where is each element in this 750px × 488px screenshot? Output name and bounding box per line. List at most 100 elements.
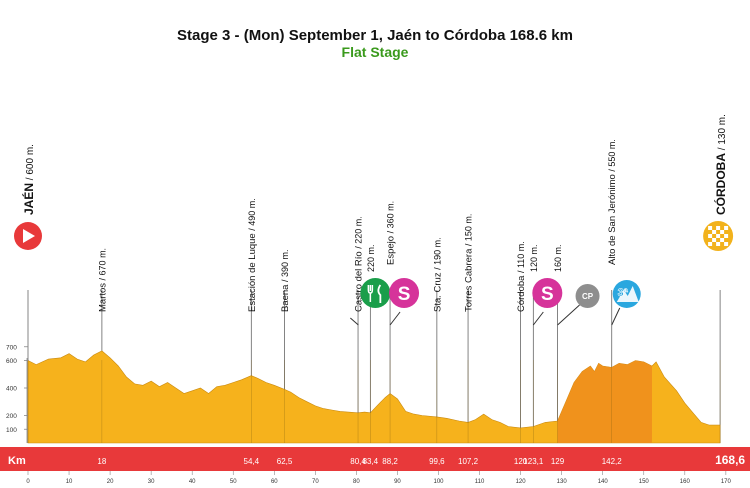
- place-labels: JAÉN / 600 m. Martos / 670 m. Estación de …: [21, 114, 728, 312]
- distance-tick-label: 120: [516, 479, 527, 485]
- climb-pointer: [611, 307, 621, 326]
- finish-check: [720, 230, 725, 234]
- distance-tick-label: 170: [721, 479, 732, 485]
- km-point-label: 54,4: [244, 457, 260, 466]
- distance-tick-label: 160: [680, 479, 691, 485]
- place-label: 120 m.: [529, 244, 539, 272]
- distance-tick-label: 140: [598, 479, 609, 485]
- km-bar-label: Km: [8, 455, 26, 467]
- altitude-tick-label: 600: [6, 358, 17, 365]
- km-point-label: 168,6: [715, 453, 745, 467]
- km-point-label: 120: [514, 457, 528, 466]
- place-name: Estación de Luque: [247, 233, 258, 312]
- distance-tick-label: 20: [107, 479, 114, 485]
- km-bar-background: [0, 447, 750, 471]
- km-point-label: 129: [551, 457, 565, 466]
- place-altitude: / 670 m.: [97, 248, 107, 283]
- place-label: Estación de Luque / 490 m.: [247, 198, 258, 312]
- altitude-tick-label: 100: [6, 427, 17, 434]
- feed-zone-icon: [350, 278, 391, 326]
- stage-type: Flat Stage: [341, 44, 409, 60]
- sprint-icon: S: [532, 278, 563, 326]
- fork-glyph: [367, 285, 374, 302]
- sprint-letter: S: [541, 284, 554, 305]
- distance-axis: 0 10 20 30 40 50 60 70 80 90 100 110 120 130 140 150 160…: [26, 471, 732, 485]
- knife-glyph: [377, 284, 382, 303]
- km-point-label: 83,4: [363, 457, 379, 466]
- sprint-circle: [389, 278, 420, 308]
- finish-check: [724, 226, 729, 230]
- place-altitude: / 130 m.: [717, 114, 728, 153]
- place-label: JAÉN / 600 m.: [21, 144, 36, 215]
- place-name: Torres Cabrera: [464, 248, 475, 312]
- place-altitude: / 150 m.: [464, 214, 474, 249]
- finish-check: [708, 234, 713, 238]
- bonus-label: CP: [582, 292, 594, 301]
- place-label: Baena / 390 m.: [280, 250, 291, 313]
- finish-check: [712, 238, 717, 242]
- altitude-tick-label: 700: [6, 344, 17, 351]
- stage-title: Stage 3 - (Mon) September 1, Jaén to Cór…: [177, 27, 573, 44]
- place-name: Sta. Cruz: [432, 272, 443, 312]
- place-label: Torres Cabrera / 150 m.: [464, 214, 475, 312]
- finish-check: [720, 238, 725, 242]
- place-altitude: 120 m.: [529, 244, 539, 272]
- start-arrow: [23, 229, 35, 243]
- altitude-axis: 100 200 400 600 700: [6, 344, 28, 443]
- place-altitude: / 220 m.: [354, 216, 364, 251]
- place-label: Sta. Cruz / 190 m.: [432, 237, 443, 312]
- place-name: Córdoba: [516, 275, 527, 312]
- altitude-tick-label: 200: [6, 413, 17, 420]
- place-altitude: / 490 m.: [247, 198, 257, 233]
- place-label: Córdoba / 110 m.: [516, 241, 527, 312]
- distance-tick-label: 10: [66, 479, 73, 485]
- sprint-letter: S: [398, 284, 411, 305]
- feed-circle: [360, 278, 391, 308]
- mountain-glyph: [616, 286, 639, 302]
- place-label: 220 m.: [366, 244, 376, 272]
- place-label: Castro del Río / 220 m.: [354, 216, 365, 312]
- km-point-label: 80,4: [350, 457, 366, 466]
- km-point-label: 62,5: [277, 457, 293, 466]
- finish-check: [708, 226, 713, 230]
- place-altitude: 220 m.: [366, 244, 376, 272]
- km-point-label: 88,2: [382, 457, 398, 466]
- distance-tick-label: 30: [148, 479, 155, 485]
- distance-tick-label: 80: [353, 479, 360, 485]
- bonus-pointer: [557, 304, 580, 326]
- distance-tick-label: 70: [312, 479, 319, 485]
- bonus-circle: [575, 284, 600, 308]
- place-name: Baena: [280, 284, 291, 312]
- distance-tick-label: 150: [639, 479, 650, 485]
- finish-check: [712, 230, 717, 234]
- finish-check: [716, 226, 721, 230]
- sprint-pointer: [389, 311, 401, 326]
- climb-3rd-cat-icon: 3ª: [611, 280, 641, 326]
- place-name: Castro del Río: [354, 251, 365, 312]
- distance-tick-label: 90: [394, 479, 401, 485]
- place-label: Martos / 670 m.: [97, 248, 108, 312]
- place-label: 160 m.: [553, 244, 563, 272]
- distance-tick-label: 50: [230, 479, 237, 485]
- route-icons: S S CP 3ª: [14, 221, 734, 326]
- place-name: Espejo: [386, 236, 397, 265]
- place-altitude: / 390 m.: [280, 250, 290, 285]
- sprint-icon: S: [389, 278, 420, 326]
- distance-tick-label: 100: [433, 479, 444, 485]
- place-name: Martos: [97, 283, 108, 312]
- distance-tick-label: 110: [475, 479, 485, 485]
- km-point-label: 142,2: [602, 457, 623, 466]
- finish-check: [724, 242, 729, 246]
- km-point-label: 99,6: [429, 457, 445, 466]
- finish-check: [716, 242, 721, 246]
- distance-tick-label: 0: [26, 479, 30, 485]
- finish-check: [716, 234, 721, 238]
- sprint-pointer: [532, 311, 544, 326]
- place-name: CÓRDOBA: [713, 153, 728, 215]
- km-point-label: 107,2: [458, 457, 479, 466]
- place-name: Alto de San Jerónimo: [607, 174, 618, 265]
- sprint-circle: [532, 278, 563, 308]
- km-point-label: 123,1: [523, 457, 544, 466]
